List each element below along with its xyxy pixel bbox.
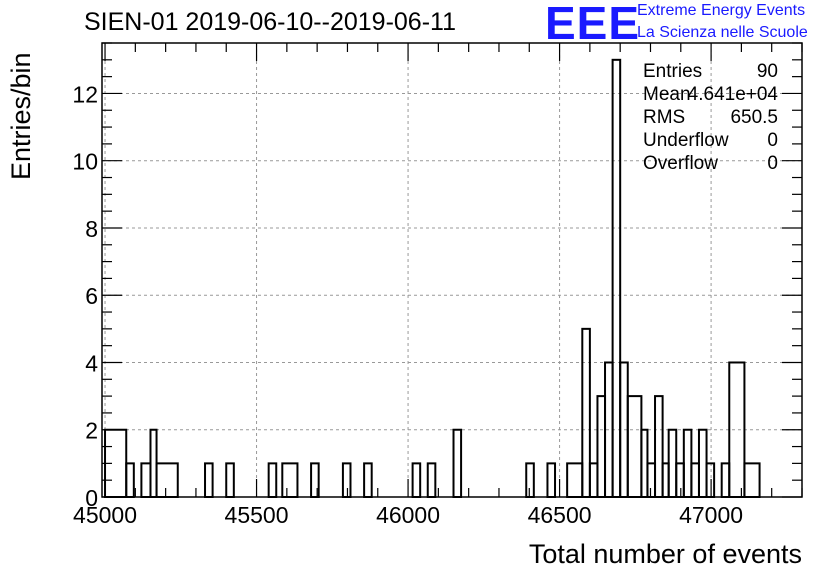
histogram-bar [682, 428, 693, 499]
histogram-bar [363, 462, 373, 498]
histogram-bar [267, 462, 278, 498]
tick-labels: 45000 45500 46000 46500 47000 0 2 4 6 8 10 12 [72, 81, 743, 528]
histogram-bar [204, 462, 214, 498]
histogram-bar [426, 462, 437, 498]
y-axis-label: Entries/bin [6, 52, 36, 180]
histogram-bar [225, 462, 235, 498]
histogram-bar [646, 462, 657, 498]
chart-title: SIEN-01 2019-06-10--2019-06-11 [84, 8, 456, 36]
x-tick-label: 45500 [225, 502, 289, 528]
histogram-bar [690, 462, 700, 498]
x-tick-label: 45000 [73, 502, 137, 528]
stats-label: Mean [643, 84, 691, 105]
stats-value: 650.5 [730, 107, 778, 128]
y-tick-label: 4 [85, 350, 98, 376]
stats-value: 0 [767, 130, 778, 151]
histogram-bar [626, 395, 643, 498]
histogram-bar [720, 462, 731, 498]
stats-value: 90 [757, 61, 778, 82]
plot-frame [101, 42, 803, 498]
histogram-bar [525, 462, 535, 498]
histogram-bar [566, 462, 584, 498]
y-tick-label: 2 [85, 418, 98, 444]
axis-ticks [102, 42, 803, 498]
histogram-bar [452, 428, 463, 499]
stats-value: 4.641e+04 [688, 84, 779, 105]
x-tick-label: 46000 [376, 502, 440, 528]
histogram-bar [611, 58, 622, 498]
x-tick-label: 46500 [528, 502, 592, 528]
grid-lines [102, 43, 802, 497]
stats-label: Underflow [643, 130, 729, 151]
stats-value: 0 [767, 153, 778, 174]
y-tick-label: 0 [85, 485, 98, 511]
x-axis-label: Total number of events [529, 539, 802, 569]
histogram-bar [728, 361, 746, 498]
histogram-bar [140, 462, 152, 498]
logo-line-2: La Scienza nelle Scuole [637, 24, 808, 41]
histogram-bar [341, 462, 352, 498]
histogram-bar [281, 462, 299, 498]
y-tick-label: 6 [85, 283, 98, 309]
histogram-bar [667, 428, 678, 499]
histogram-bar [588, 462, 599, 498]
histogram-bar [705, 462, 716, 498]
histogram-bar [125, 462, 135, 498]
stats-label: Entries [643, 61, 702, 82]
histogram-bar [581, 327, 591, 498]
histogram-bar [743, 462, 761, 498]
histogram-bar [697, 428, 708, 499]
y-tick-label: 10 [72, 149, 98, 175]
histogram-bar [411, 462, 422, 498]
histogram-bar [596, 395, 607, 498]
x-tick-label: 47000 [679, 502, 743, 528]
stats-label: RMS [643, 107, 685, 128]
stats-label: Overflow [643, 153, 718, 174]
histogram-bar [675, 462, 685, 498]
logo-line-1: Extreme Energy Events [637, 2, 806, 19]
histogram-bar [654, 395, 664, 498]
eee-logo: EEE [545, 0, 641, 49]
y-tick-label: 8 [85, 216, 98, 242]
histogram-bar [155, 462, 179, 498]
histogram-bar [546, 462, 557, 498]
y-tick-label: 12 [72, 81, 98, 107]
